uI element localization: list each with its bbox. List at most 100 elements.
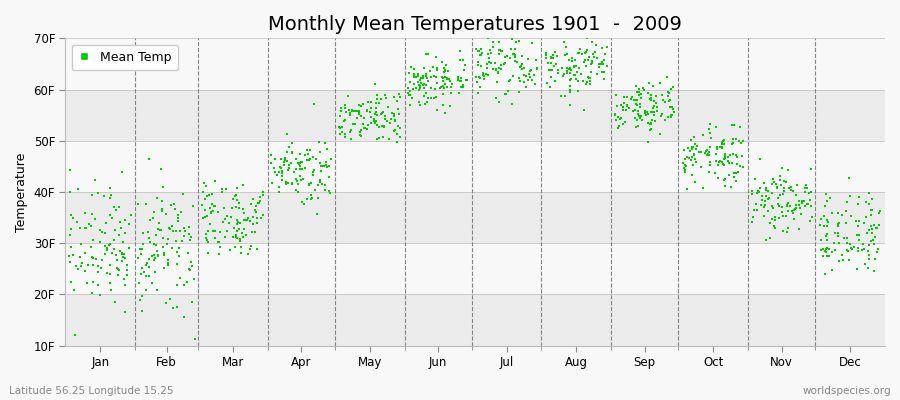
Point bbox=[542, 66, 556, 73]
Point bbox=[185, 202, 200, 209]
Point bbox=[289, 187, 303, 194]
Point bbox=[862, 226, 877, 233]
Point bbox=[133, 250, 148, 257]
Point bbox=[819, 246, 833, 252]
Point bbox=[256, 191, 271, 198]
Point bbox=[773, 192, 788, 198]
Point bbox=[254, 215, 268, 222]
Point bbox=[820, 223, 834, 229]
Point bbox=[253, 194, 267, 200]
Point bbox=[213, 228, 228, 235]
Point bbox=[314, 181, 328, 187]
Point bbox=[149, 287, 164, 293]
Point bbox=[733, 124, 747, 130]
Point bbox=[274, 165, 288, 172]
Point bbox=[364, 105, 378, 111]
Point bbox=[159, 241, 174, 247]
Point bbox=[491, 39, 506, 45]
Point bbox=[184, 236, 198, 243]
Point bbox=[112, 267, 126, 273]
Point bbox=[791, 226, 806, 232]
Point bbox=[547, 48, 562, 55]
Point bbox=[525, 76, 539, 83]
Point bbox=[729, 170, 743, 176]
Point bbox=[642, 80, 656, 86]
Point bbox=[430, 64, 445, 71]
Point bbox=[558, 92, 572, 99]
Point bbox=[718, 182, 733, 189]
Point bbox=[724, 160, 739, 166]
Point bbox=[357, 114, 372, 121]
Point bbox=[544, 66, 559, 73]
Point bbox=[626, 108, 640, 114]
Point bbox=[175, 209, 189, 216]
Point bbox=[724, 152, 738, 158]
Point bbox=[100, 247, 114, 254]
Point bbox=[514, 63, 528, 69]
Point bbox=[790, 182, 805, 188]
Point bbox=[780, 225, 795, 231]
Point bbox=[777, 188, 791, 194]
Point bbox=[667, 109, 681, 116]
Point bbox=[703, 120, 717, 127]
Point bbox=[523, 34, 537, 40]
Point bbox=[512, 74, 526, 81]
Point bbox=[249, 209, 264, 216]
Point bbox=[321, 188, 336, 194]
Point bbox=[787, 216, 801, 222]
Legend: Mean Temp: Mean Temp bbox=[72, 44, 178, 70]
Point bbox=[458, 77, 473, 83]
Point bbox=[844, 246, 859, 252]
Point bbox=[319, 159, 333, 166]
Point bbox=[107, 204, 122, 210]
Point bbox=[770, 184, 784, 190]
Point bbox=[182, 266, 196, 272]
Point bbox=[111, 272, 125, 278]
Point bbox=[110, 265, 124, 272]
Point bbox=[713, 158, 727, 164]
Point bbox=[231, 219, 246, 226]
Point bbox=[211, 209, 225, 215]
Point bbox=[569, 75, 583, 82]
Point bbox=[218, 216, 232, 222]
Point bbox=[413, 75, 428, 82]
Point bbox=[523, 74, 537, 81]
Point bbox=[753, 156, 768, 162]
Point bbox=[802, 190, 816, 196]
Point bbox=[716, 144, 730, 150]
Point bbox=[172, 275, 186, 281]
Point bbox=[364, 98, 378, 105]
Point bbox=[759, 185, 773, 192]
Point bbox=[411, 73, 426, 80]
Point bbox=[626, 97, 641, 103]
Point bbox=[428, 94, 443, 100]
Point bbox=[97, 230, 112, 237]
Point bbox=[74, 240, 88, 247]
Point bbox=[638, 109, 652, 116]
Point bbox=[177, 233, 192, 239]
Point bbox=[624, 96, 638, 102]
Point bbox=[103, 262, 117, 268]
Point bbox=[643, 126, 657, 133]
Point bbox=[600, 44, 615, 51]
Point bbox=[540, 79, 554, 86]
Point bbox=[208, 202, 222, 209]
Point bbox=[574, 51, 589, 57]
Point bbox=[814, 216, 828, 222]
Point bbox=[825, 249, 840, 256]
Point bbox=[644, 117, 659, 123]
Point bbox=[840, 199, 854, 206]
Point bbox=[683, 137, 698, 144]
Point bbox=[733, 163, 747, 170]
Point bbox=[135, 307, 149, 314]
Point bbox=[768, 217, 782, 224]
Point bbox=[275, 170, 290, 176]
Point bbox=[347, 108, 362, 114]
Point bbox=[388, 116, 402, 123]
Point bbox=[244, 243, 258, 250]
Point bbox=[241, 251, 256, 257]
Point bbox=[472, 52, 487, 58]
Point bbox=[251, 200, 266, 206]
Point bbox=[181, 250, 195, 256]
Point bbox=[74, 262, 88, 269]
